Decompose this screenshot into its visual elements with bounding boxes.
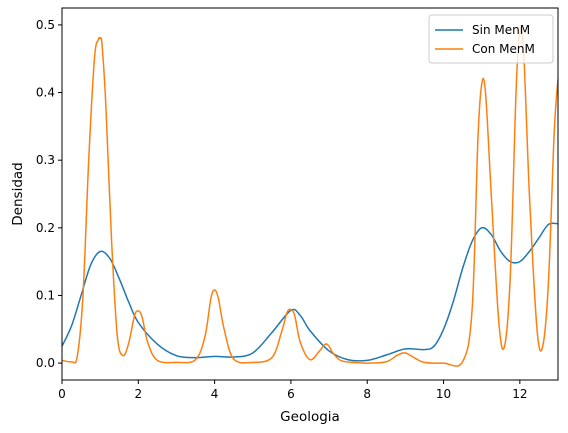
series-lines	[62, 27, 558, 367]
plot-frame	[61, 7, 559, 381]
x-tick-label: 8	[363, 387, 371, 401]
x-tick-label: 4	[211, 387, 219, 401]
series-line-con-menm	[62, 27, 558, 367]
legend-label-sin-menm: Sin MenM	[472, 23, 530, 37]
y-tick-label: 0.4	[36, 86, 55, 100]
y-tick-label: 0.2	[36, 221, 55, 235]
y-tick-label: 0.1	[36, 288, 55, 302]
y-axis-ticks: 0.0 0.1 0.2 0.3 0.4 0.5	[36, 18, 62, 370]
legend-box	[428, 14, 554, 64]
x-tick-label: 2	[134, 387, 142, 401]
x-axis-label: Geologia	[280, 409, 340, 425]
x-tick-label: 6	[287, 387, 295, 401]
y-tick-label: 0.5	[36, 18, 55, 32]
x-tick-label: 12	[512, 387, 527, 401]
x-axis-ticks: 0 2 4 6 8 10 12	[58, 380, 527, 401]
y-tick-label: 0.0	[36, 356, 55, 370]
x-tick-label: 0	[58, 387, 66, 401]
legend: Sin MenM Con MenM	[428, 14, 554, 64]
series-line-sin-menm	[62, 222, 558, 362]
y-axis-label: Densidad	[10, 162, 26, 225]
y-tick-label: 0.3	[36, 153, 55, 167]
legend-label-con-menm: Con MenM	[472, 42, 535, 56]
x-tick-label: 10	[436, 387, 451, 401]
